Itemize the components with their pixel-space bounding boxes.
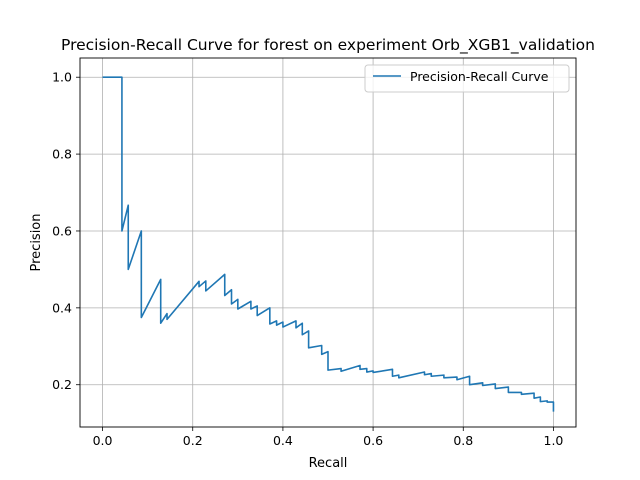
series-line (102, 76, 555, 412)
x-tick-label: 0.8 (453, 433, 473, 448)
x-axis-label: Recall (309, 456, 348, 471)
y-tick-label: 1.0 (52, 70, 72, 85)
y-axis-label: Precision (29, 213, 44, 271)
x-tick-label: 0.2 (183, 433, 203, 448)
x-tick-label: 0.6 (363, 433, 383, 448)
y-tick-label: 0.2 (52, 377, 72, 392)
x-tick-label: 0.0 (93, 433, 113, 448)
x-tick-label: 0.4 (273, 433, 293, 448)
plot-frame (79, 57, 577, 428)
legend-box (364, 64, 570, 93)
legend-label: Precision-Recall Curve (410, 69, 549, 84)
x-tick-label: 1.0 (544, 433, 564, 448)
legend: Precision-Recall Curve (364, 64, 570, 93)
chart-title: Precision-Recall Curve for forest on exp… (61, 36, 595, 55)
plot-background (80, 58, 576, 427)
x-ticks: 0.0 0.2 0.4 0.6 0.8 1.0 (93, 427, 564, 448)
y-ticks: 0.2 0.4 0.6 0.8 1.0 (52, 70, 80, 392)
y-tick-label: 0.6 (52, 223, 72, 238)
y-tick-label: 0.4 (52, 300, 72, 315)
series-layer (102, 76, 555, 412)
y-tick-label: 0.8 (52, 147, 72, 162)
